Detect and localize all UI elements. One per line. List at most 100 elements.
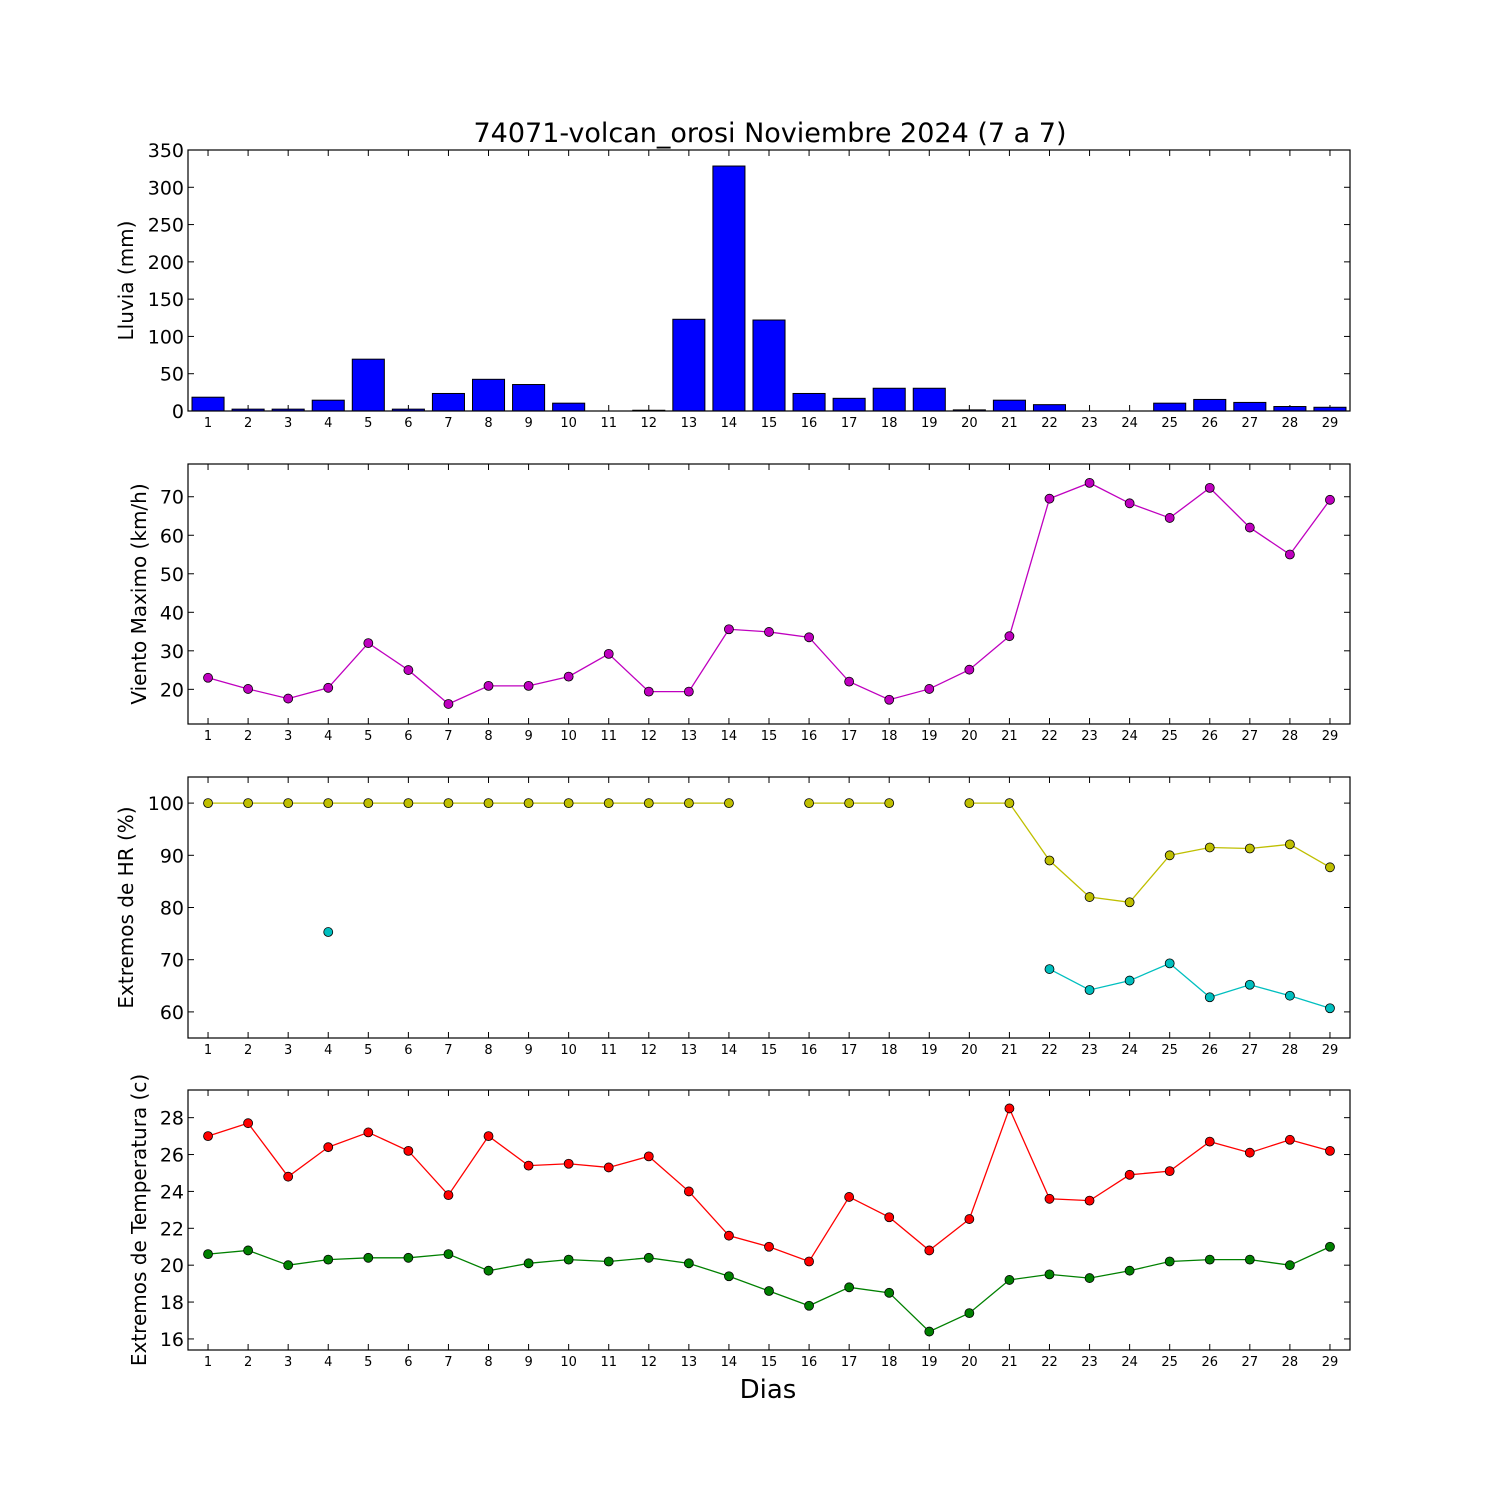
x-tick-label: 23 [1081,416,1098,431]
x-tick-label: 10 [560,729,577,744]
x-tick-label: 10 [560,1355,577,1370]
data-point [844,1282,855,1293]
y-tick-label: 100 [148,793,184,815]
data-point [603,648,614,659]
x-tick-label: 9 [524,1043,532,1058]
bar [672,318,706,412]
x-tick-label: 19 [921,1355,938,1370]
bar [1153,402,1187,412]
x-tick-label: 10 [560,416,577,431]
data-point [844,1192,855,1202]
x-tick-label: 23 [1081,1355,1098,1370]
y-tick-label: 20 [160,679,184,701]
data-point [1124,897,1135,908]
data-point [283,693,294,704]
x-tick-label: 5 [364,1043,372,1058]
x-tick-label: 29 [1322,1043,1339,1058]
x-tick-label: 17 [841,1043,858,1058]
data-point [523,1160,534,1171]
x-tick-label: 9 [524,729,532,744]
data-point [203,1249,213,1260]
y-tick-label: 28 [160,1108,184,1130]
y-tick-label: 24 [160,1181,184,1203]
x-tick-label: 8 [484,1043,492,1058]
chart-title: 74071-volcan_orosi Noviembre 2024 (7 a 7… [474,118,1067,149]
bar [712,165,746,412]
y-tick-label: 150 [148,289,184,311]
data-point [1325,494,1335,505]
x-tick-label: 8 [484,416,492,431]
bar [512,384,546,412]
data-point [243,1118,254,1129]
data-point [924,684,935,694]
x-tick-label: 20 [961,1043,978,1058]
x-tick-label: 20 [961,1355,978,1370]
data-point [363,1252,374,1263]
data-point [1325,862,1335,873]
data-point [724,798,734,808]
x-tick-label: 5 [364,1355,372,1370]
data-point [203,1131,213,1141]
y-tick-label: 20 [160,1255,184,1277]
x-tick-label: 24 [1121,1355,1138,1370]
x-tick-label: 19 [921,729,938,744]
data-point [1284,1134,1295,1145]
data-point [203,798,213,808]
y-axis-label: Viento Maximo (km/h) [127,483,151,704]
data-point [603,1162,614,1173]
x-tick-label: 12 [641,416,658,431]
data-point [643,798,654,808]
data-point [1244,1254,1255,1265]
data-point [523,798,534,808]
data-point [964,664,975,675]
data-point [683,798,694,808]
x-tick-label: 4 [324,1355,332,1370]
data-point [804,798,814,808]
y-tick-label: 200 [148,252,184,274]
x-tick-label: 4 [324,1043,332,1058]
y-tick-label: 300 [148,177,184,199]
plot-frame [187,149,1351,412]
x-tick-label: 12 [641,1355,658,1370]
bar [752,319,786,412]
plot-frame [187,463,1351,725]
x-tick-label: 3 [284,1355,292,1370]
data-point [1204,1254,1215,1265]
data-point [1084,1195,1095,1206]
x-tick-label: 21 [1001,729,1018,744]
data-point [403,1145,414,1156]
x-tick-label: 19 [921,1043,938,1058]
x-tick-label: 22 [1041,729,1058,744]
y-tick-label: 350 [148,140,184,162]
y-tick-label: 80 [160,898,184,920]
data-point [964,798,975,808]
x-tick-label: 13 [681,1043,698,1058]
data-point [1044,493,1055,504]
x-tick-label: 6 [404,416,412,431]
x-tick-label: 7 [444,729,452,744]
x-tick-label: 1 [204,729,212,744]
x-tick-label: 11 [600,729,617,744]
x-tick-label: 18 [881,416,898,431]
data-point [724,624,734,635]
y-tick-label: 70 [160,950,184,972]
x-tick-label: 28 [1282,416,1299,431]
x-tick-label: 22 [1041,1355,1058,1370]
data-point [764,627,774,637]
x-tick-label: 16 [801,729,818,744]
x-tick-label: 13 [681,416,698,431]
data-point [764,1241,774,1252]
x-tick-label: 27 [1242,1355,1259,1370]
bar [1233,401,1267,412]
data-point [203,672,213,683]
x-tick-label: 6 [404,1355,412,1370]
data-point [804,1300,814,1311]
bar [552,402,586,412]
data-point [323,1142,334,1153]
bar [992,399,1026,412]
data-point [1244,979,1255,990]
y-tick-label: 30 [160,641,184,663]
data-point [924,1245,935,1256]
